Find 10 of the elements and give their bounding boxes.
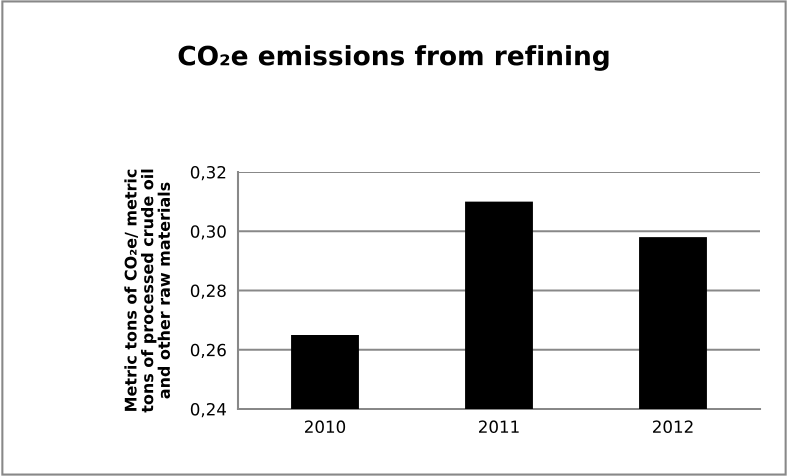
y-tick-label: 0,28 bbox=[190, 284, 226, 299]
x-tick-label: 2012 bbox=[653, 420, 693, 434]
chart-title: CO₂e emissions from refining bbox=[178, 45, 608, 71]
y-tick-label: 0,26 bbox=[190, 344, 226, 358]
y-tick-label: 0,30 bbox=[190, 225, 226, 240]
x-tick-label: 2011 bbox=[479, 420, 519, 434]
y-axis-title: Metric tons of CO₂e/ metric tons of processed crude oil and other raw materials bbox=[124, 170, 170, 412]
y-tick-label: 0,32 bbox=[190, 166, 226, 180]
x-tick-label: 2010 bbox=[305, 420, 346, 434]
y-tick-label: 0,24 bbox=[190, 402, 226, 418]
